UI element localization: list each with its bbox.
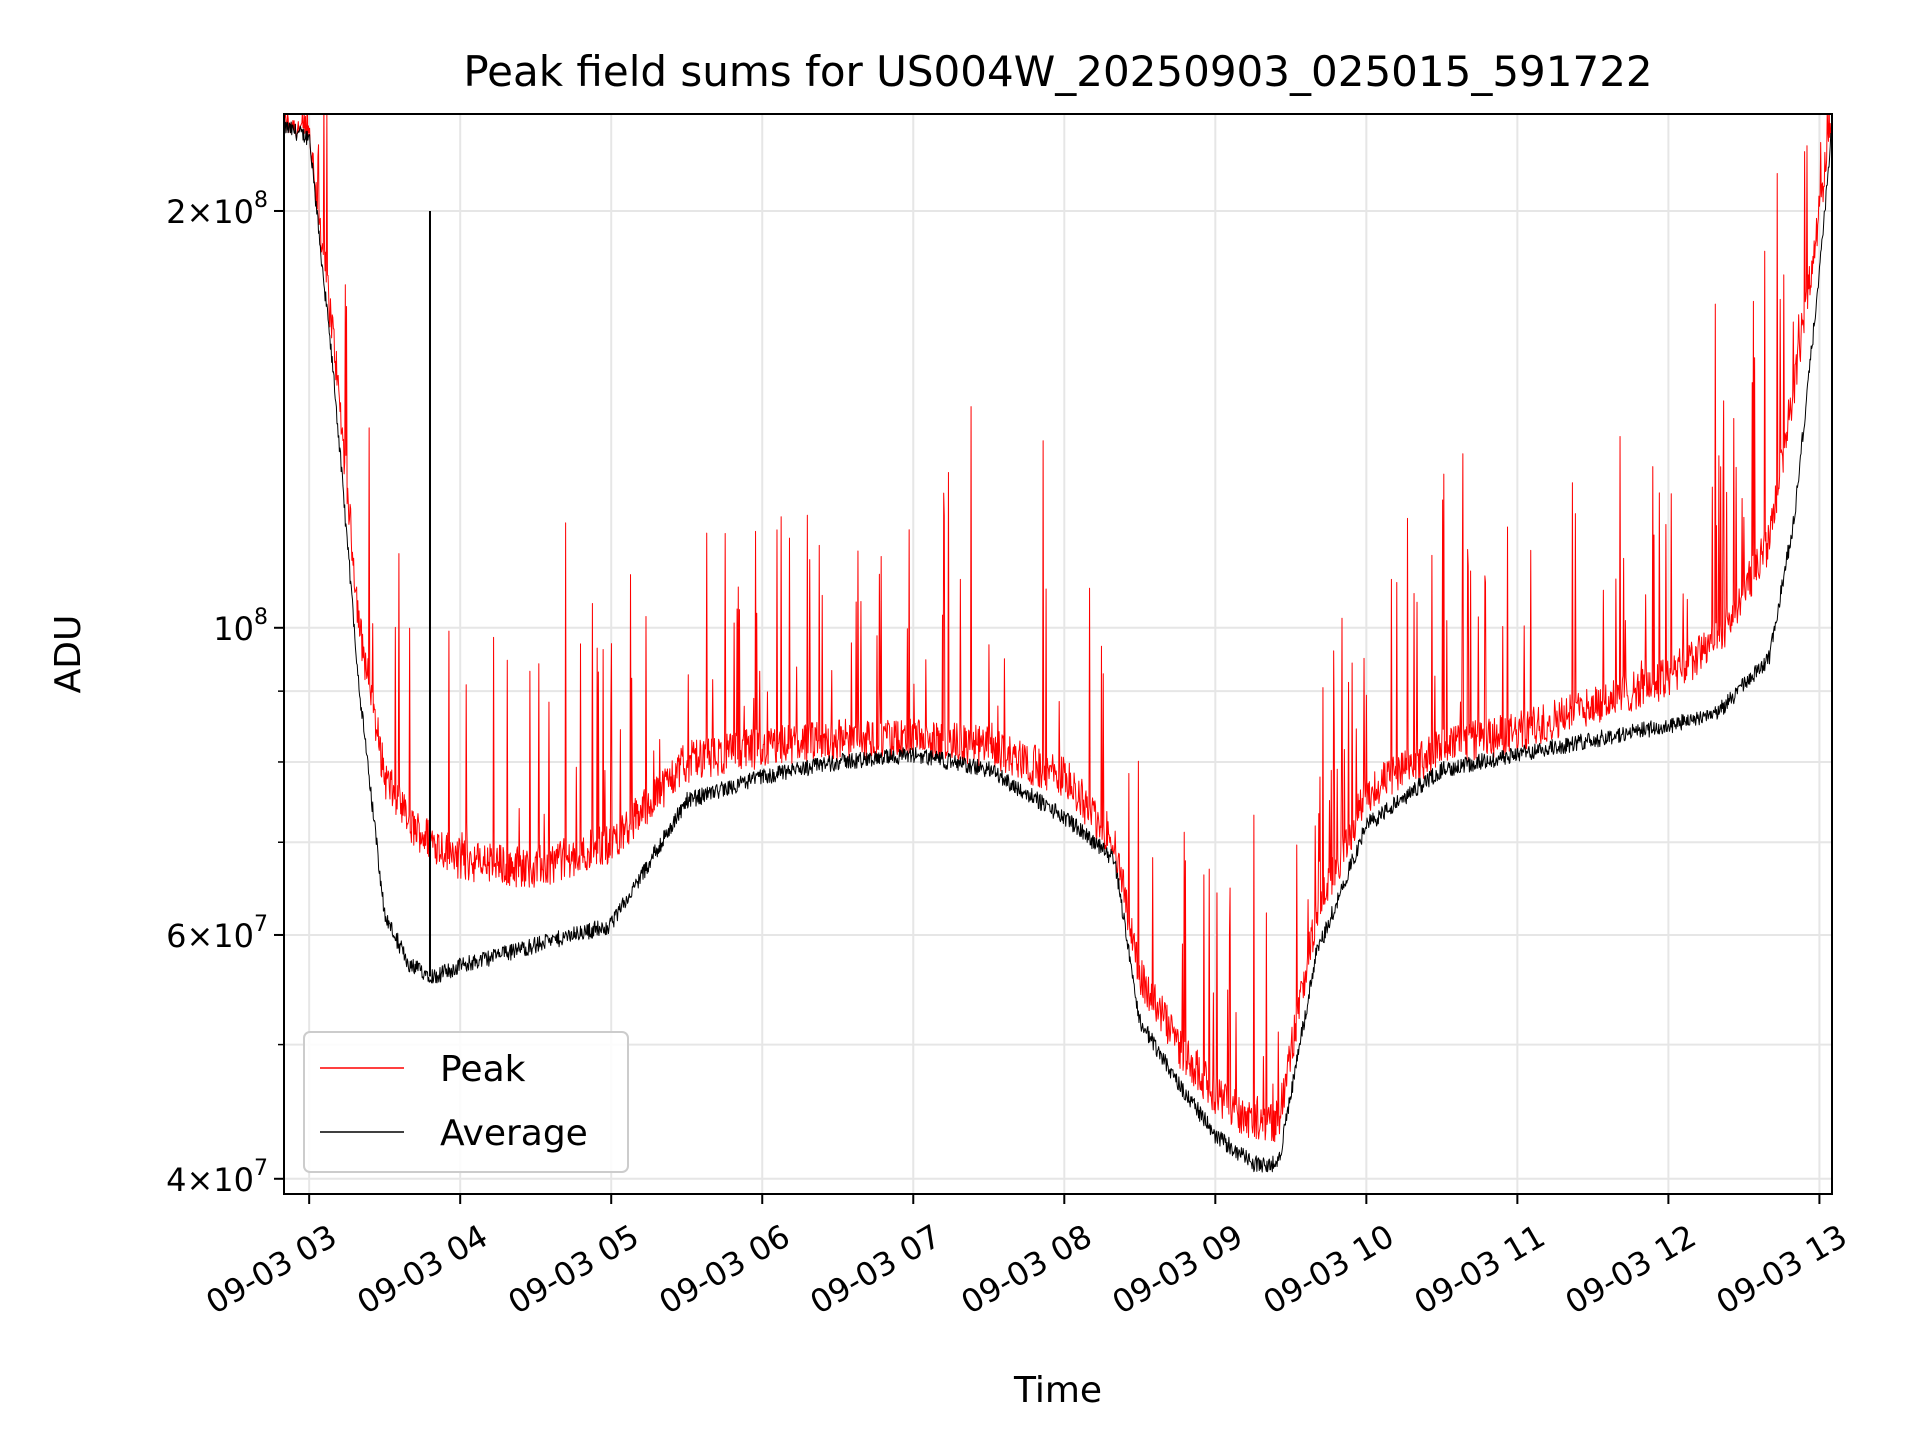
y-tick-label: 4×107 (166, 1156, 268, 1199)
y-tick-label: 2×108 (166, 188, 268, 231)
y-axis-label: ADU (48, 615, 89, 694)
series-line-peak (284, 114, 1832, 1143)
series-line-average (284, 118, 1832, 1173)
legend: Peak Average (303, 1031, 629, 1173)
chart-title: Peak field sums for US004W_20250903_0250… (463, 47, 1652, 96)
series-layer (284, 114, 1832, 1173)
y-axis: 4×107 6×107 108 2×108 (166, 188, 284, 1199)
legend-label-average: Average (440, 1113, 588, 1154)
legend-label-peak: Peak (440, 1049, 526, 1090)
x-axis-label: Time (1013, 1370, 1102, 1411)
plot-frame (283, 113, 1833, 1195)
grid (284, 114, 1832, 1194)
y-tick-label: 6×107 (166, 912, 268, 955)
y-tick-label: 108 (213, 605, 268, 648)
legend-box (303, 1031, 629, 1173)
